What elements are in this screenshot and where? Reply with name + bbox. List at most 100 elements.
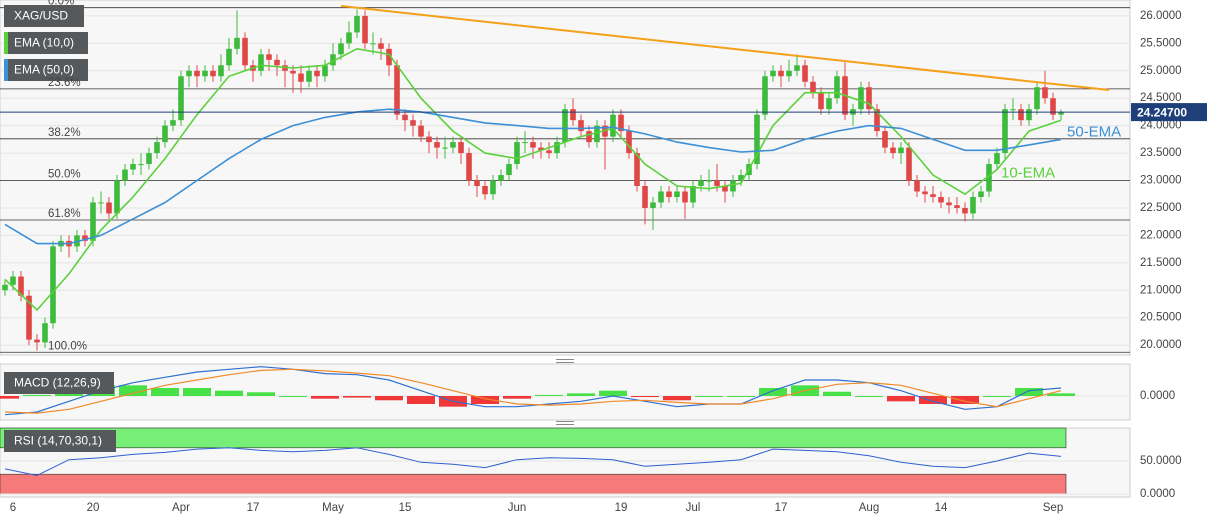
candle-body: [666, 191, 672, 197]
candle-body: [530, 142, 536, 148]
candle-body: [586, 131, 592, 143]
candle-body: [930, 194, 936, 197]
candle-body: [162, 125, 168, 143]
candle-body: [682, 191, 688, 203]
last-price-box: [1131, 103, 1207, 122]
x-tick-label: Sep: [1043, 502, 1063, 514]
candle-body: [394, 65, 400, 115]
candle-body: [42, 323, 48, 343]
candle-body: [426, 136, 432, 143]
candle-body: [506, 164, 512, 176]
y-tick-label: 50.0000: [1140, 455, 1182, 467]
candle-body: [266, 54, 272, 60]
candle-body: [194, 70, 200, 77]
candle-body: [138, 164, 144, 166]
candle-body: [258, 54, 264, 71]
trendline: [340, 5, 1110, 91]
candle-body: [722, 186, 728, 192]
candle-body: [370, 43, 376, 45]
candle-body: [98, 202, 104, 204]
candle-body: [18, 276, 24, 296]
y-tick-label: 21.5000: [1140, 257, 1182, 269]
y-tick-label: 0.0000: [1140, 390, 1175, 402]
x-tick-label: 6: [10, 502, 16, 514]
macd-histogram-bar: [823, 391, 851, 396]
candle-body: [922, 191, 928, 195]
candle-body: [354, 15, 360, 33]
macd-histogram-bar: [343, 396, 371, 398]
y-tick-label: 25.0000: [1140, 65, 1182, 77]
candle-body: [154, 142, 160, 154]
x-tick-label: May: [322, 502, 344, 514]
fib-label: 61.8%: [48, 208, 81, 220]
x-tick-label: Apr: [172, 502, 190, 514]
line-annotation: 50-EMA: [1067, 123, 1121, 140]
candle-body: [802, 65, 808, 82]
candle-body: [562, 109, 568, 143]
candle-body: [546, 150, 552, 154]
candle-body: [1018, 109, 1024, 121]
macd-histogram-bar: [471, 396, 499, 404]
candle-body: [610, 114, 616, 137]
candle-body: [82, 235, 88, 241]
macd-histogram-bar: [215, 390, 243, 396]
candle-body: [650, 202, 656, 208]
legend-box: [4, 59, 88, 81]
y-tick-label: 22.5000: [1140, 202, 1182, 214]
candle-body: [730, 180, 736, 192]
candle-body: [754, 114, 760, 165]
candle-body: [954, 205, 960, 208]
macd-histogram-bar: [983, 396, 1011, 397]
candle-body: [330, 54, 336, 66]
y-tick-label: 22.0000: [1140, 229, 1182, 241]
candle-body: [986, 164, 992, 192]
candle-body: [1010, 109, 1016, 111]
legend-box: [4, 372, 114, 394]
candle-body: [522, 142, 528, 144]
fib-label: 0.0%: [48, 0, 74, 8]
candle-body: [578, 120, 584, 132]
candle-body: [202, 70, 208, 77]
candle-body: [634, 153, 640, 187]
candle-body: [386, 48, 392, 66]
candle-body: [714, 180, 720, 187]
macd-histogram-bar: [503, 396, 531, 399]
candle-body: [338, 43, 344, 55]
candle-body: [642, 186, 648, 208]
candle-body: [362, 15, 368, 44]
candle-body: [770, 70, 776, 77]
candle-body: [466, 153, 472, 181]
y-tick-label: 20.5000: [1140, 312, 1182, 324]
candle-body: [618, 114, 624, 132]
legend-swatch: [4, 32, 8, 54]
x-tick-label: 17: [775, 502, 788, 514]
candle-body: [226, 48, 232, 66]
macd-histogram-bar: [151, 388, 179, 396]
legend-box: [4, 430, 116, 452]
candle-body: [218, 65, 224, 77]
labels: XAG/USD EMA (10,0) EMA (50,0) MACD (12,2…: [4, 0, 1207, 514]
candle-body: [810, 81, 816, 93]
candle-body: [890, 147, 896, 154]
candle-body: [706, 180, 712, 182]
macd-histogram-bar: [1015, 388, 1043, 396]
line-annotation: 10-EMA: [1001, 165, 1055, 182]
macd-histogram-bar: [279, 396, 307, 397]
candle-body: [410, 120, 416, 126]
y-tick-label: 21.0000: [1140, 284, 1182, 296]
x-tick-label: 14: [935, 502, 948, 514]
legend-box: [4, 5, 84, 27]
candle-body: [242, 37, 248, 66]
candle-body: [626, 131, 632, 154]
candle-body: [434, 142, 440, 148]
candle-body: [90, 202, 96, 241]
price-panel: [0, 0, 1131, 356]
candle-body: [186, 70, 192, 77]
candle-body: [538, 147, 544, 151]
candle-body: [298, 73, 304, 82]
x-tick-label: Aug: [859, 502, 879, 514]
candle-body: [946, 202, 952, 206]
macd-histogram-bar: [535, 394, 563, 396]
candle-body: [314, 70, 320, 77]
